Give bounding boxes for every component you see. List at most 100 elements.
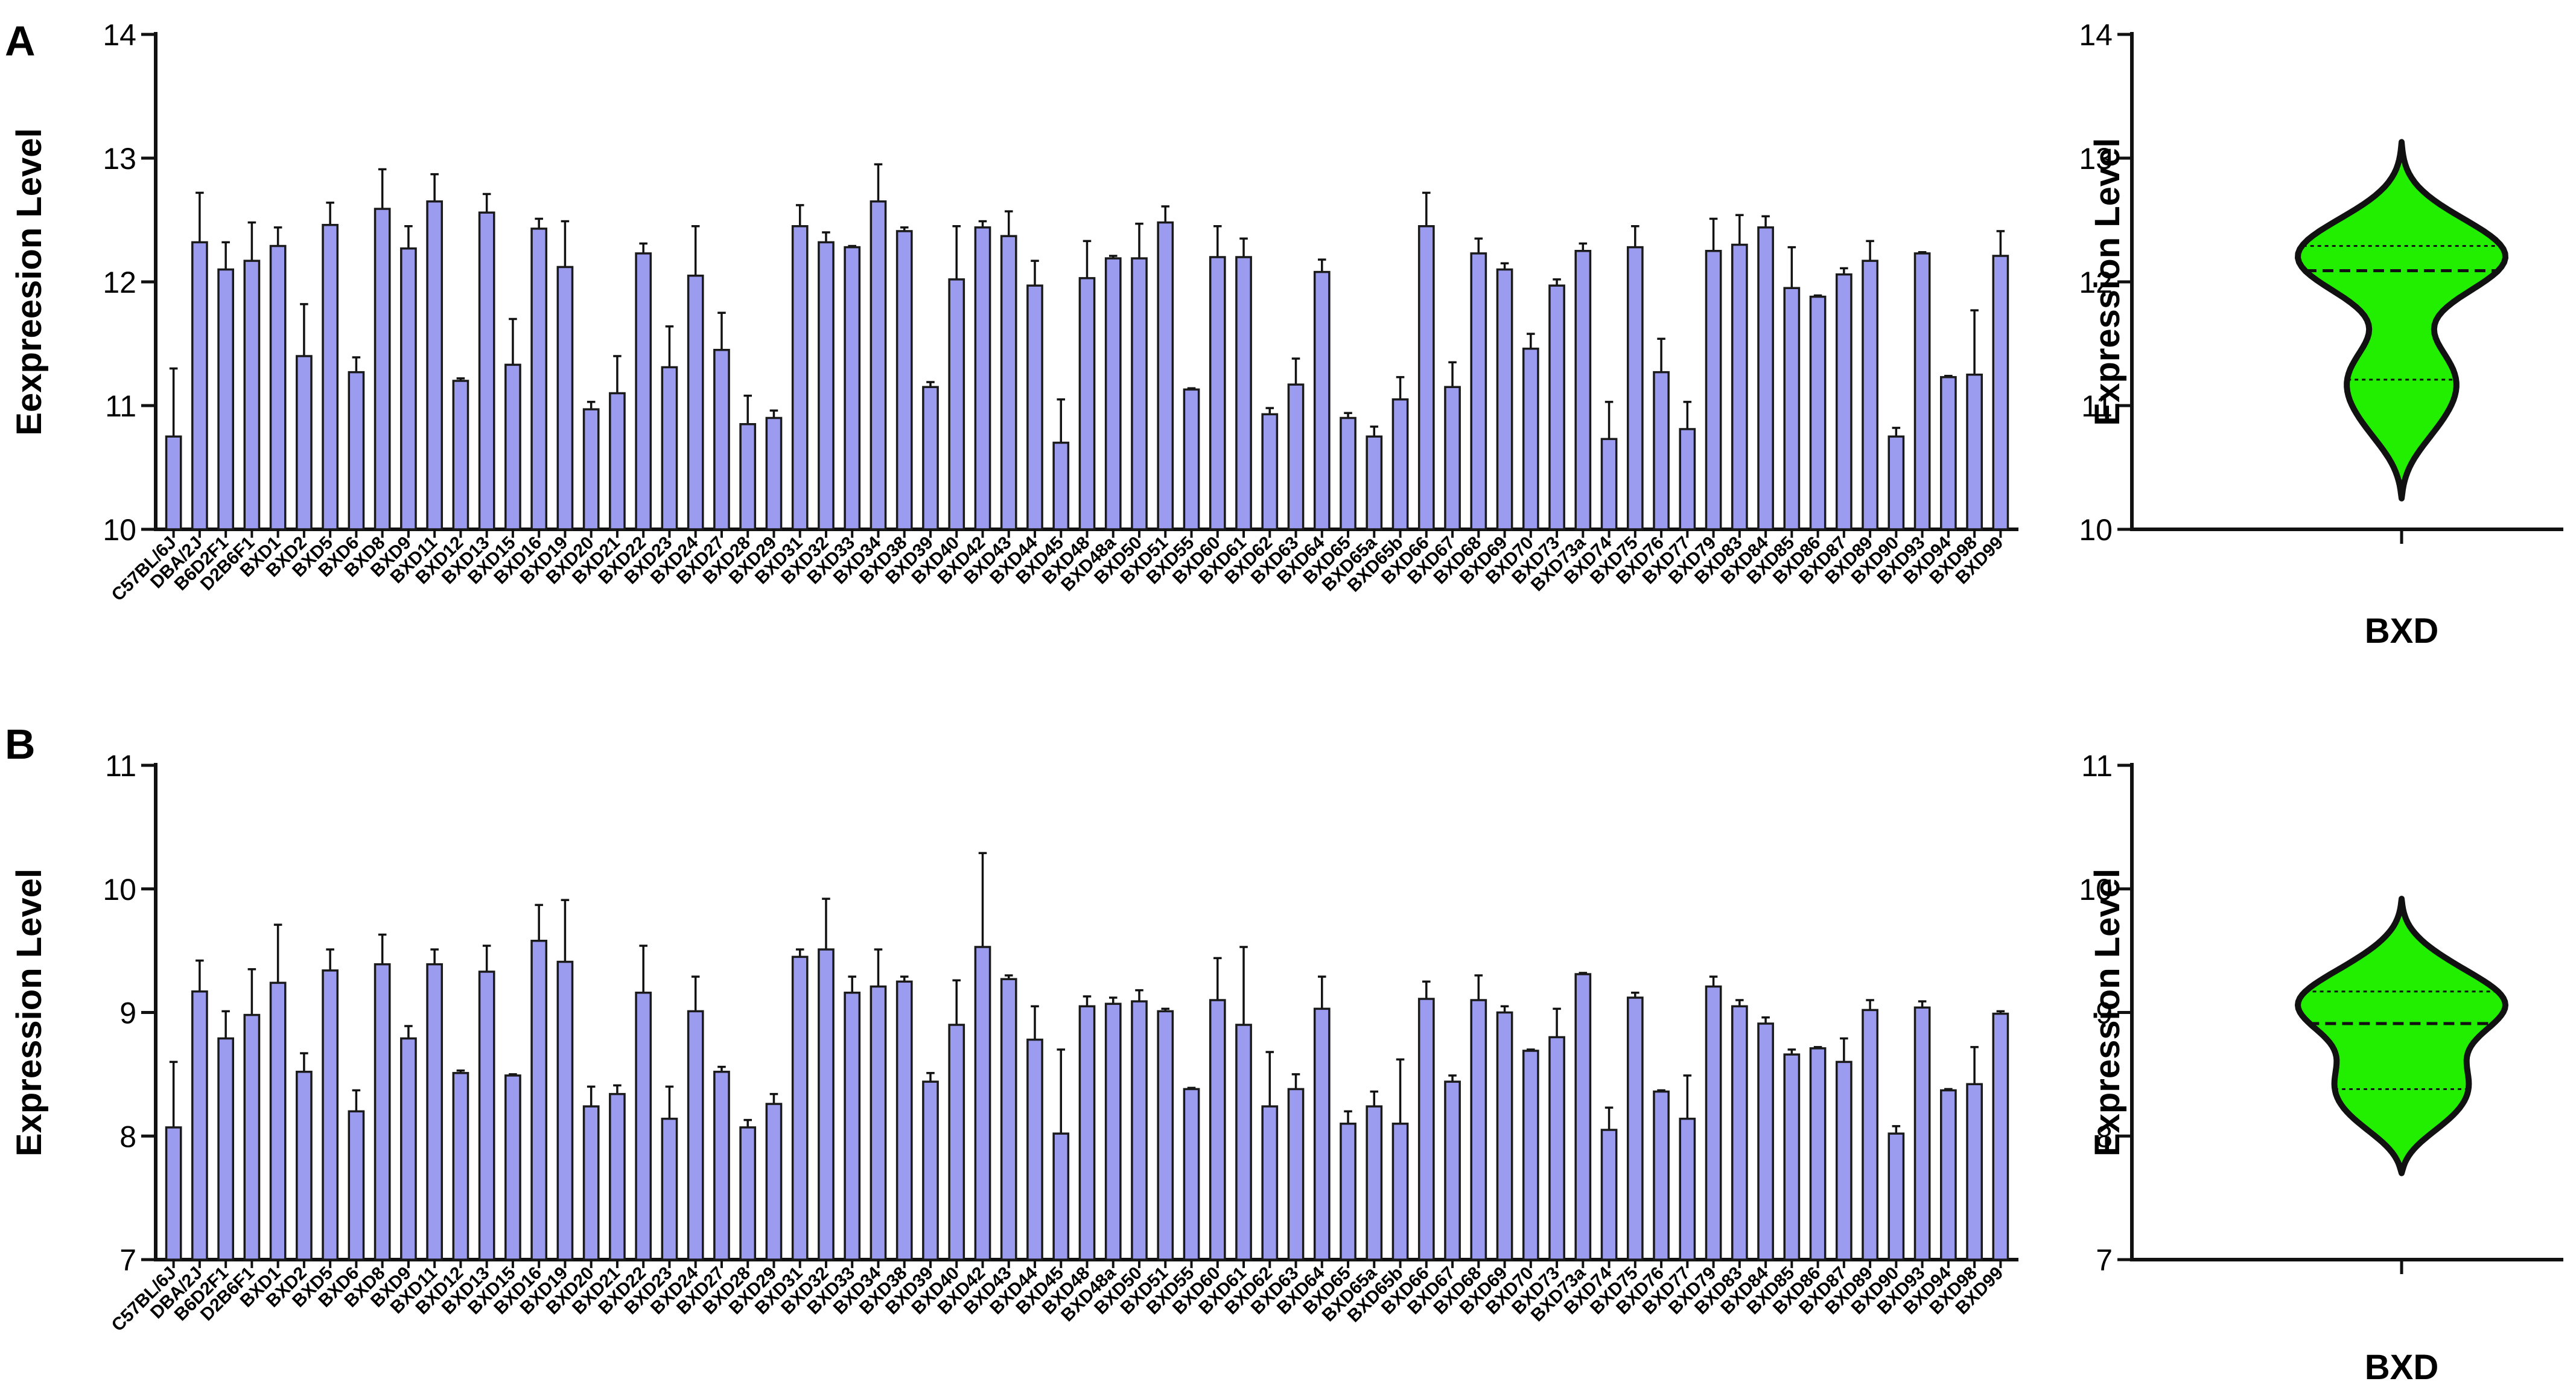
- chart-b-violin-y-tick-label: 11: [2081, 749, 2113, 783]
- chart-a-bar: [739, 423, 757, 531]
- chart-b-violin-y-tick-label: 10: [2079, 873, 2113, 907]
- chart-b-bar: [974, 946, 991, 1261]
- chart-a-y-tick-label: 13: [103, 142, 136, 176]
- chart-a-violin-y-tick-label: 10: [2079, 513, 2113, 547]
- chart-a-bar: [400, 247, 417, 531]
- chart-a-bar: [1052, 441, 1070, 531]
- chart-a-bar: [191, 241, 208, 531]
- chart-b-bar: [1131, 1000, 1148, 1261]
- chart-a-bar: [870, 200, 887, 531]
- chart-b-bar: [478, 971, 495, 1261]
- chart-a-bar: [818, 241, 835, 531]
- chart-a-bar: [452, 380, 469, 531]
- chart-a-bar: [1496, 268, 1513, 531]
- chart-b-bar: [400, 1037, 417, 1261]
- chart-b-bar: [1496, 1011, 1513, 1261]
- chart-a-bar: [765, 416, 783, 531]
- chart-a-bar: [1548, 284, 1565, 531]
- chart-a-bar: [1705, 250, 1722, 531]
- chart-b-bar: [1287, 1088, 1305, 1261]
- chart-b-y-axis-title: Expression Level: [10, 869, 49, 1156]
- chart-a-bar: [791, 225, 809, 531]
- chart-b-bar: [1052, 1132, 1070, 1261]
- chart-b-bar: [1522, 1050, 1539, 1261]
- chart-a-bar: [1862, 260, 1878, 531]
- chart-a-bar: [1940, 376, 1957, 531]
- chart-b-bar: [269, 981, 287, 1261]
- chart-a-bar: [374, 208, 391, 531]
- chart-a-bar: [1391, 398, 1409, 531]
- chart-b-bar: [1444, 1080, 1461, 1261]
- chart-a-violin-plot: 10 11 12 13 14 Expression Level BXD: [2079, 18, 2563, 651]
- chart-b-bar: [844, 991, 861, 1261]
- chart-b-bar: [1679, 1117, 1696, 1261]
- chart-b-bar: [895, 980, 913, 1261]
- chart-b-violin-shape: [2295, 896, 2508, 1176]
- chart-a-bar: [1757, 226, 1774, 531]
- chart-a-bar: [1966, 374, 1983, 531]
- chart-b-bar: [322, 969, 339, 1261]
- chart-b-violin-plot: 7 8 9 10 11 Expression Level BXD: [2079, 749, 2563, 1387]
- chart-b-violin-x-label: BXD: [2365, 1348, 2438, 1387]
- chart-b-bar: [1078, 1005, 1096, 1261]
- chart-b-bar: [635, 991, 652, 1261]
- chart-a-violin-shape: [2295, 139, 2508, 502]
- chart-a-bar: [1340, 416, 1356, 531]
- chart-b-bar: [1417, 998, 1435, 1261]
- chart-a-y-axis-title: Eexpreesion Level: [10, 128, 49, 435]
- chart-b-violin-y-tick-label: 9: [2096, 996, 2113, 1030]
- chart-b-violin-y-axis-title: Expression Level: [2088, 869, 2127, 1156]
- chart-b-bar: [1209, 999, 1226, 1261]
- chart-a-bar: [1157, 221, 1174, 531]
- chart-a-bar: [922, 386, 939, 531]
- chart-b-bar: [504, 1074, 521, 1261]
- chart-a-bar: [1731, 243, 1748, 531]
- chart-b-bar: [1470, 999, 1487, 1261]
- chart-b-bar: [452, 1072, 469, 1261]
- chart-a-y-tick-label: 10: [103, 513, 136, 547]
- chart-a-bar: [1417, 225, 1435, 531]
- chart-b-bar: [1913, 1006, 1931, 1261]
- chart-a-bar: [609, 392, 626, 531]
- chart-b-violin-y-tick-label: 8: [2096, 1120, 2113, 1153]
- chart-b-violin-y-tick-label: 7: [2096, 1243, 2113, 1277]
- chart-a-bar: [1600, 438, 1618, 531]
- chart-a-bar: [1913, 252, 1931, 531]
- chart-b-bar: [1783, 1053, 1801, 1261]
- chart-b-bar: [426, 963, 444, 1261]
- chart-a-bar: [1104, 257, 1122, 531]
- chart-b-y-tick-label: 9: [119, 996, 136, 1030]
- chart-a-bar: [348, 371, 365, 531]
- chart-b-bar: [530, 939, 548, 1261]
- chart-a-bar: [1626, 246, 1644, 531]
- chart-b-y-tick-label: 8: [119, 1120, 136, 1153]
- chart-a-bar: [1522, 347, 1539, 531]
- chart-b-bar: [1940, 1089, 1957, 1261]
- chart-a-bar: [217, 268, 234, 531]
- chart-b-bar: [243, 1013, 261, 1261]
- chart-a-bar: [948, 278, 965, 531]
- chart-a-bar: [1183, 388, 1200, 531]
- chart-a-bar: [661, 366, 678, 531]
- chart-b-bar: [609, 1092, 626, 1261]
- chart-b-bar: [1705, 985, 1722, 1261]
- chart-b-bar: [818, 948, 835, 1261]
- panel-label-b: B: [5, 721, 36, 768]
- panel-label-a: A: [5, 18, 36, 65]
- chart-a-bar: [713, 349, 730, 531]
- chart-a-bar: [1783, 287, 1801, 531]
- chart-b-bar: [165, 1126, 182, 1261]
- chart-b-bar: [1000, 978, 1017, 1261]
- chart-b-bar: [191, 990, 208, 1261]
- chart-a-violin-y-axis-title: Expression Level: [2088, 138, 2127, 426]
- chart-b-bar: [1809, 1047, 1827, 1261]
- chart-a-bar: [974, 226, 991, 531]
- chart-a-bar: [1026, 284, 1043, 531]
- chart-b-bar: [661, 1117, 678, 1261]
- chart-a-bar: [556, 266, 574, 531]
- chart-a-bar: [1313, 270, 1331, 531]
- chart-b-bar: [687, 1010, 704, 1261]
- chart-b-bar: [1835, 1060, 1852, 1261]
- chart-a-bar: [426, 200, 444, 531]
- chart-a-bar: [1078, 277, 1096, 531]
